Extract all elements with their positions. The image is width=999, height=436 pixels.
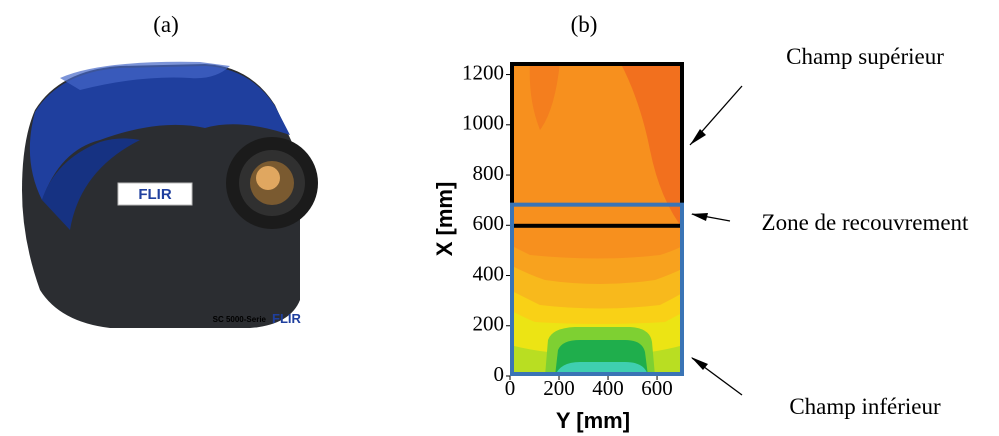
chart-title: (b) — [571, 12, 598, 37]
camera: FLIR — [22, 61, 318, 328]
y-tick-label: 200 — [473, 312, 505, 336]
y-tick-label: 800 — [473, 161, 505, 185]
arrowhead — [691, 357, 708, 370]
y-tick-label: 1000 — [462, 111, 504, 135]
arrowhead — [690, 129, 706, 145]
contour-field — [510, 62, 684, 376]
annotation: Champ supérieur — [786, 44, 944, 69]
y-tick-label: 1200 — [462, 60, 504, 84]
arrowhead — [691, 213, 708, 221]
y-tick-label: 600 — [473, 211, 505, 235]
annotation: Zone de recouvrement — [762, 210, 970, 235]
y-tick-label: 0 — [494, 362, 505, 386]
field-outline — [510, 62, 684, 228]
model-text: SC 5000-Serie — [213, 315, 267, 324]
x-tick-label: 0 — [505, 376, 516, 400]
y-tick-label: 400 — [473, 261, 505, 285]
logo-text: FLIR — [138, 186, 171, 203]
field-outline — [510, 202, 684, 376]
brand-text: FLIR — [272, 311, 301, 326]
x-axis-label: Y [mm] — [556, 408, 630, 433]
annotation: Champ inférieur — [789, 394, 941, 419]
panel-label: (a) — [153, 12, 179, 37]
y-axis-label: X [mm] — [432, 182, 457, 257]
